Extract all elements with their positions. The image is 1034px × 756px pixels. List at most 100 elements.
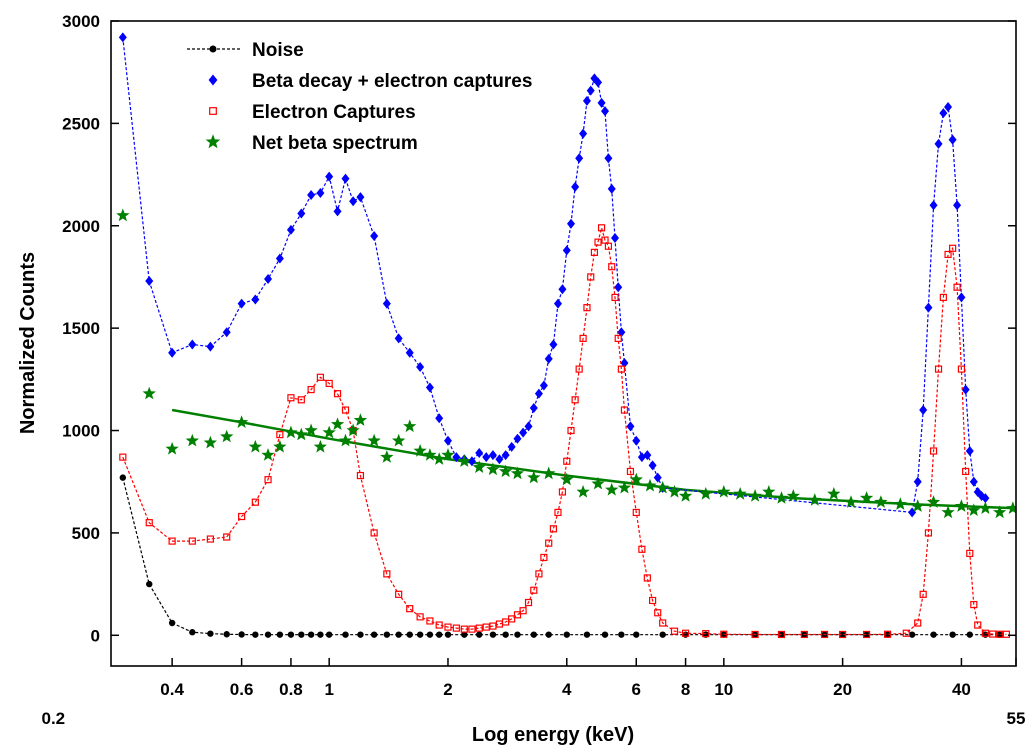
data-point: [529, 403, 538, 413]
data-point: [325, 631, 333, 638]
data-point: [659, 631, 666, 638]
series-1: [118, 32, 990, 518]
data-point: [508, 615, 516, 623]
data-point: [939, 293, 947, 302]
data-point: [554, 508, 562, 517]
data-point: [287, 631, 295, 638]
data-point: [982, 631, 989, 638]
data-point: [367, 433, 381, 447]
data-point: [583, 304, 591, 312]
x-tick-label: 2: [443, 680, 452, 699]
x-tick-label: 1: [324, 680, 333, 699]
data-point: [223, 631, 230, 638]
data-point: [586, 85, 595, 96]
data-point: [406, 605, 414, 613]
data-point: [444, 631, 452, 638]
data-point: [981, 629, 989, 637]
legend-label: Beta decay + electron captures: [252, 71, 532, 92]
data-point: [416, 362, 425, 373]
data-point: [370, 631, 378, 638]
data-point: [659, 619, 667, 627]
data-point: [394, 333, 403, 344]
data-point: [549, 525, 558, 533]
data-point: [620, 357, 629, 368]
data-point: [996, 630, 1004, 638]
data-point: [383, 631, 391, 638]
axis-layer: 0.2 0.4 0.6 0.8 1 2 4 6 8 10 20 40 55 0 500 1000 1500 200…: [42, 12, 1026, 728]
legend: Noise Beta decay + electron captures Elect…: [187, 40, 532, 154]
data-point: [513, 433, 522, 444]
x-axis-label: Log energy (keV): [472, 724, 634, 746]
data-point: [333, 390, 342, 398]
data-point: [468, 625, 476, 633]
data-point: [908, 507, 917, 518]
data-point: [392, 433, 406, 447]
data-point: [919, 405, 928, 416]
legend-marker: [208, 74, 218, 86]
data-point: [275, 253, 284, 264]
data-point: [426, 617, 434, 625]
data-point: [607, 183, 616, 194]
data-point: [276, 631, 284, 638]
data-point: [457, 454, 471, 467]
data-point: [774, 491, 789, 504]
data-point: [883, 630, 892, 638]
data-point: [649, 596, 657, 605]
data-point: [597, 97, 606, 108]
data-point: [524, 598, 533, 607]
data-point: [119, 453, 127, 461]
data-point: [432, 452, 446, 465]
data-point: [1006, 501, 1016, 514]
data-point: [207, 630, 214, 637]
data-point: [297, 208, 306, 219]
data-point: [996, 631, 1003, 638]
data-point: [954, 499, 969, 512]
data-point: [276, 431, 284, 439]
data-point: [482, 623, 490, 631]
data-point: [264, 274, 273, 284]
data-point: [519, 607, 527, 615]
data-point: [168, 347, 177, 358]
data-point: [590, 248, 599, 256]
data-point: [617, 480, 632, 494]
data-point: [513, 611, 522, 619]
data-point: [370, 231, 379, 241]
data-point: [251, 498, 259, 506]
data-point: [116, 208, 130, 222]
data-point: [341, 173, 350, 184]
fit-layer: [171, 408, 1016, 510]
data-point: [168, 537, 176, 545]
data-point: [966, 631, 973, 638]
data-point: [261, 448, 275, 461]
y-tick-label: 2500: [62, 114, 100, 133]
data-point: [941, 505, 955, 519]
x-tick-label: 4: [562, 680, 572, 699]
data-point: [939, 108, 948, 119]
data-point: [188, 339, 197, 350]
x-tick-label: 20: [833, 680, 852, 699]
data-point: [142, 386, 156, 400]
data-point: [929, 200, 938, 211]
data-point: [604, 242, 613, 250]
data-point: [908, 631, 916, 638]
data-point: [287, 394, 295, 402]
data-point: [189, 629, 196, 636]
data-point: [653, 472, 662, 483]
data-point: [325, 171, 334, 182]
data-point: [620, 406, 629, 414]
data-point: [251, 294, 260, 305]
data-point: [304, 423, 318, 437]
data-point: [146, 580, 153, 588]
data-point: [924, 302, 933, 313]
data-point: [223, 533, 231, 541]
data-point: [967, 503, 981, 516]
data-point: [969, 476, 978, 487]
data-point: [575, 153, 584, 164]
data-point: [220, 429, 234, 443]
data-point: [786, 489, 800, 502]
data-point: [353, 413, 368, 426]
data-point: [934, 365, 943, 373]
data-point: [145, 276, 154, 287]
data-point: [1002, 630, 1010, 638]
